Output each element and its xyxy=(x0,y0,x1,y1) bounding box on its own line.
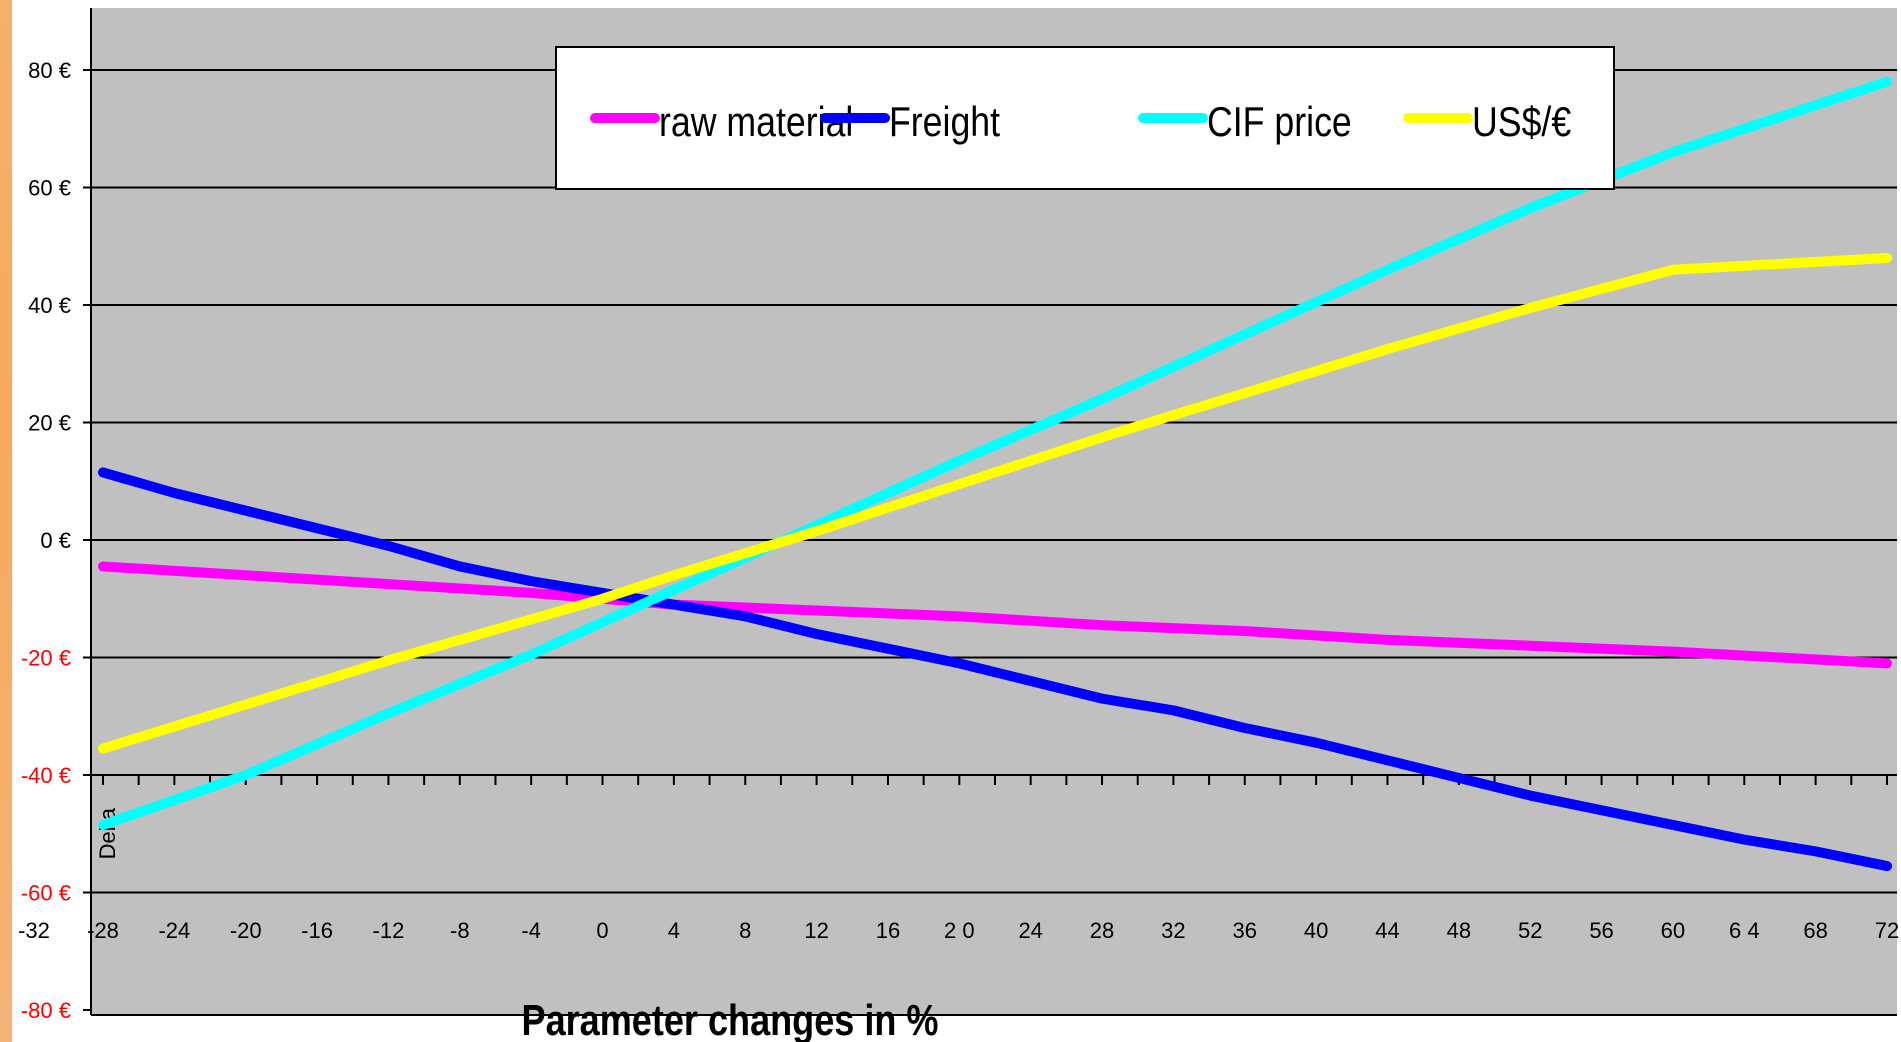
series-line-1 xyxy=(98,467,1892,872)
y-tick-label: 80 € xyxy=(28,58,71,83)
legend-label: US$/€ xyxy=(1472,99,1571,145)
x-tick-label: 6 4 xyxy=(1729,918,1760,943)
x-tick-label: 52 xyxy=(1518,918,1542,943)
x-tick-label: 4 xyxy=(668,918,680,943)
x-tick-label: 40 xyxy=(1304,918,1328,943)
x-tick-label: 68 xyxy=(1803,918,1827,943)
y-tick-label: 20 € xyxy=(28,411,71,436)
x-tick-label: -28 xyxy=(87,918,119,943)
x-tick-label: 8 xyxy=(739,918,751,943)
legend-label: CIF price xyxy=(1207,99,1352,145)
x-tick-label: -4 xyxy=(521,918,541,943)
x-tick-label: 24 xyxy=(1018,918,1042,943)
x-tick-label: -32 xyxy=(18,918,50,943)
y-tick-label: 60 € xyxy=(28,176,71,201)
y-tick-label: 0 € xyxy=(40,528,71,553)
legend-label: raw material xyxy=(659,99,853,145)
x-tick-label: 0 xyxy=(596,918,608,943)
x-tick-label: 12 xyxy=(804,918,828,943)
x-axis-label: Parameter changes in % xyxy=(522,996,939,1042)
x-tick-label: 2 0 xyxy=(944,918,975,943)
series-line-2 xyxy=(98,76,1892,830)
slide-background-strip xyxy=(0,0,12,1042)
y-tick-label: -40 € xyxy=(21,763,71,788)
x-tick-label: 60 xyxy=(1661,918,1685,943)
x-tick-label: -12 xyxy=(373,918,405,943)
x-tick-label: 16 xyxy=(876,918,900,943)
x-tick-label: 44 xyxy=(1375,918,1399,943)
series-line-0 xyxy=(98,561,1892,669)
x-tick-label: -20 xyxy=(230,918,262,943)
y-tick-label: -20 € xyxy=(21,646,71,671)
x-tick-label: -24 xyxy=(158,918,190,943)
x-tick-label: 48 xyxy=(1447,918,1471,943)
x-tick-label: -8 xyxy=(450,918,470,943)
y-tick-label: -60 € xyxy=(21,881,71,906)
y-tick-label: -80 € xyxy=(21,998,71,1023)
x-tick-label: 56 xyxy=(1589,918,1613,943)
legend-label: Freight xyxy=(889,99,1000,145)
y-tick-label: 40 € xyxy=(28,293,71,318)
x-tick-label: 72 xyxy=(1875,918,1899,943)
x-tick-label: -16 xyxy=(301,918,333,943)
x-tick-label: 32 xyxy=(1161,918,1185,943)
x-tick-label: 28 xyxy=(1090,918,1114,943)
x-tick-label: 36 xyxy=(1233,918,1257,943)
series-line-3 xyxy=(98,253,1892,754)
